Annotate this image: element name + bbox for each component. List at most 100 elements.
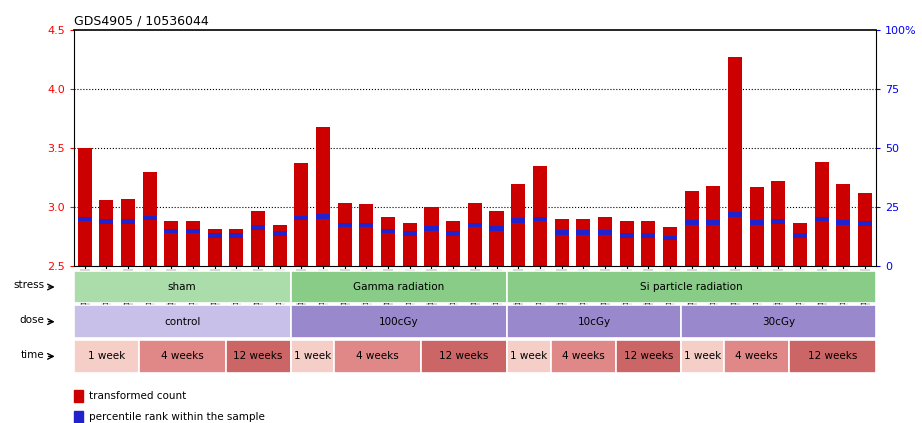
Bar: [507, 305, 680, 338]
Bar: [446, 222, 460, 266]
Bar: [290, 305, 507, 338]
Text: 30cGy: 30cGy: [762, 317, 795, 327]
Bar: [381, 217, 396, 266]
Bar: [507, 340, 550, 373]
Bar: [100, 200, 113, 266]
Bar: [750, 187, 763, 266]
Bar: [706, 220, 720, 225]
Text: 12 weeks: 12 weeks: [439, 352, 489, 361]
Bar: [139, 340, 226, 373]
Bar: [334, 340, 420, 373]
Text: 4 weeks: 4 weeks: [561, 352, 605, 361]
Bar: [273, 225, 287, 266]
Text: stress: stress: [13, 280, 44, 290]
Bar: [420, 340, 507, 373]
Bar: [360, 204, 373, 266]
Bar: [403, 222, 417, 266]
Bar: [74, 340, 139, 373]
Bar: [750, 220, 763, 225]
Bar: [663, 236, 677, 240]
Bar: [143, 172, 157, 266]
Bar: [533, 217, 547, 222]
Bar: [121, 199, 135, 266]
Bar: [507, 271, 876, 303]
Text: transformed count: transformed count: [89, 391, 185, 401]
Bar: [230, 233, 243, 238]
Bar: [186, 222, 200, 266]
Text: time: time: [20, 350, 44, 360]
Bar: [641, 222, 656, 266]
Bar: [294, 216, 309, 220]
Bar: [381, 228, 396, 233]
Bar: [789, 340, 876, 373]
Text: GDS4905 / 10536044: GDS4905 / 10536044: [74, 14, 208, 27]
Bar: [337, 222, 352, 228]
Bar: [467, 203, 482, 266]
Bar: [490, 226, 503, 231]
Bar: [706, 186, 720, 266]
Bar: [511, 184, 526, 266]
Bar: [511, 218, 526, 222]
Bar: [620, 233, 633, 238]
Bar: [273, 231, 287, 236]
Bar: [186, 228, 200, 233]
Bar: [403, 231, 417, 236]
Bar: [294, 163, 309, 266]
Bar: [641, 233, 656, 238]
Text: 12 weeks: 12 weeks: [623, 352, 673, 361]
Text: percentile rank within the sample: percentile rank within the sample: [89, 412, 265, 422]
Bar: [550, 340, 616, 373]
Bar: [858, 222, 872, 226]
Text: sham: sham: [168, 282, 196, 292]
Text: 12 weeks: 12 weeks: [233, 352, 283, 361]
Bar: [616, 340, 680, 373]
Text: control: control: [164, 317, 200, 327]
Bar: [467, 222, 482, 228]
Bar: [728, 57, 742, 266]
Bar: [316, 127, 330, 266]
Text: 4 weeks: 4 weeks: [735, 352, 778, 361]
Text: 12 weeks: 12 weeks: [808, 352, 857, 361]
Bar: [772, 181, 786, 266]
Bar: [77, 217, 91, 222]
Bar: [620, 222, 633, 266]
Bar: [793, 233, 807, 238]
Bar: [663, 228, 677, 266]
Bar: [684, 220, 699, 225]
Bar: [360, 222, 373, 228]
Bar: [207, 228, 221, 266]
Text: 1 week: 1 week: [293, 352, 331, 361]
Text: 10cGy: 10cGy: [577, 317, 610, 327]
Bar: [290, 340, 334, 373]
Bar: [533, 166, 547, 266]
Bar: [143, 216, 157, 220]
Text: 100cGy: 100cGy: [379, 317, 419, 327]
Bar: [74, 390, 83, 402]
Bar: [337, 203, 352, 266]
Text: Si particle radiation: Si particle radiation: [640, 282, 743, 292]
Bar: [424, 226, 439, 231]
Bar: [554, 230, 569, 234]
Bar: [724, 340, 789, 373]
Bar: [836, 184, 850, 266]
Bar: [290, 271, 507, 303]
Bar: [815, 162, 829, 266]
Bar: [226, 340, 290, 373]
Bar: [251, 225, 266, 230]
Bar: [793, 222, 807, 266]
Bar: [597, 230, 612, 234]
Bar: [74, 411, 83, 423]
Bar: [490, 211, 503, 266]
Bar: [554, 219, 569, 266]
Bar: [597, 217, 612, 266]
Text: 1 week: 1 week: [511, 352, 548, 361]
Bar: [230, 228, 243, 266]
Bar: [858, 193, 872, 266]
Text: 1 week: 1 week: [88, 352, 124, 361]
Bar: [164, 222, 178, 266]
Bar: [100, 219, 113, 224]
Bar: [772, 219, 786, 224]
Bar: [728, 212, 742, 217]
Bar: [680, 340, 724, 373]
Bar: [446, 231, 460, 236]
